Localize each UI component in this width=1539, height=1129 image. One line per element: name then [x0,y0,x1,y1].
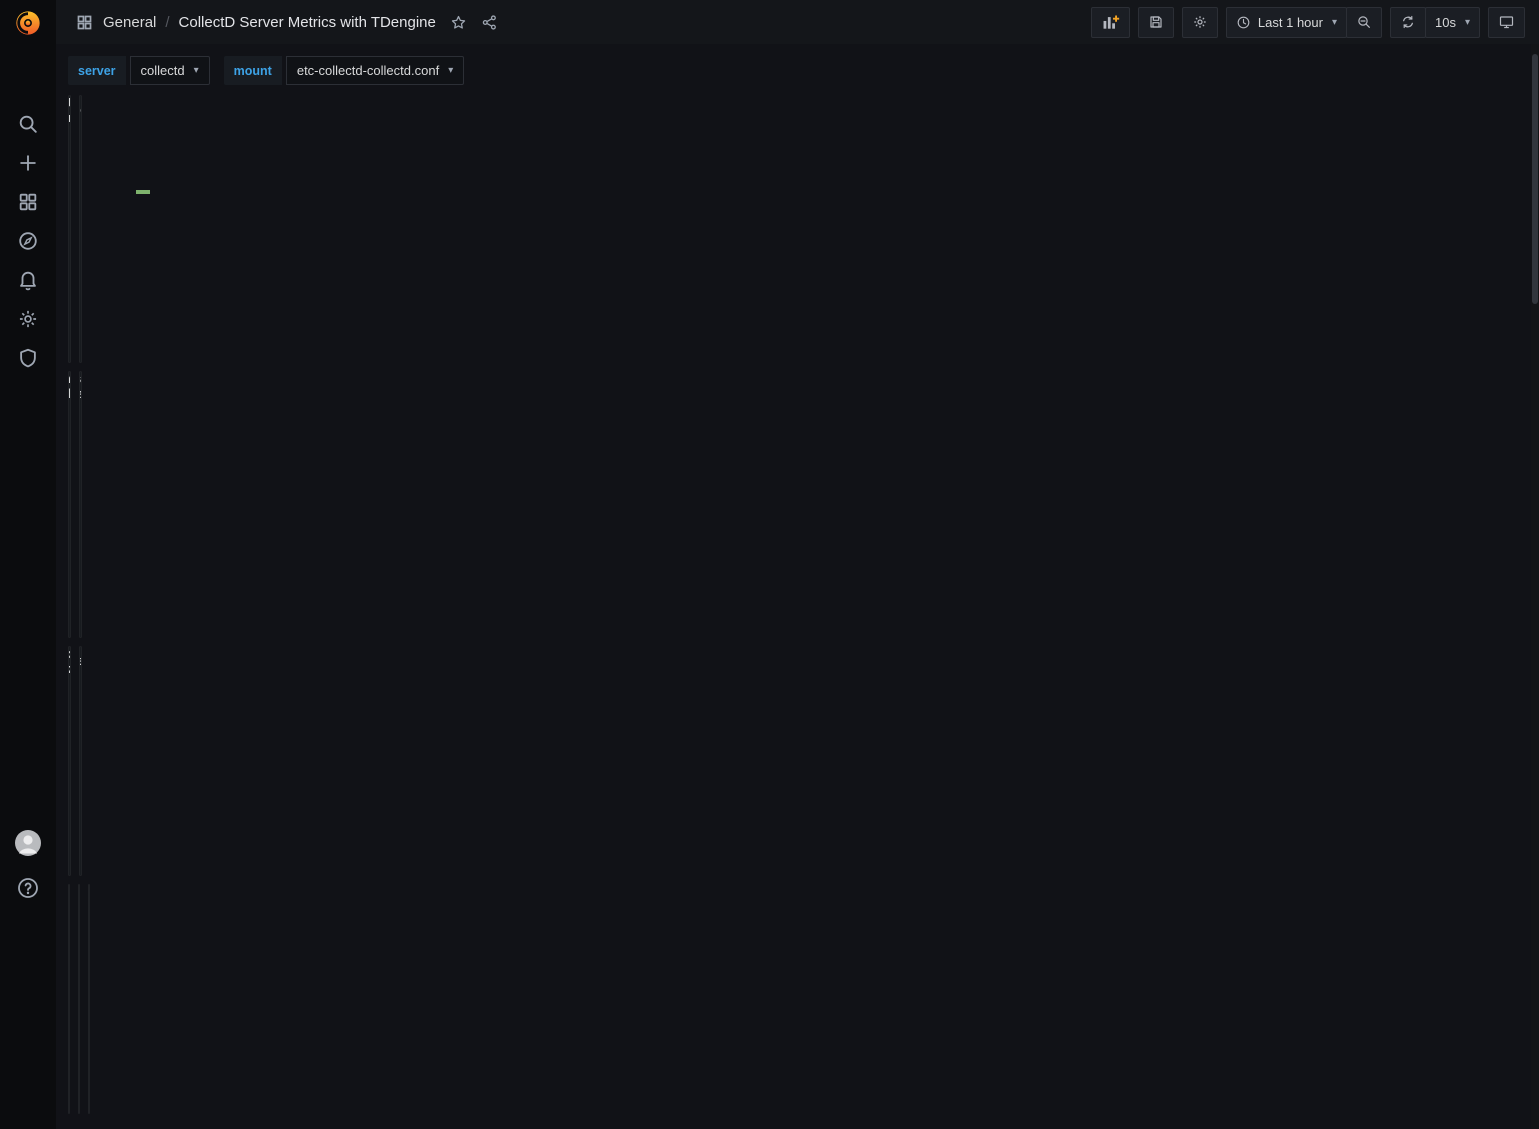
panel-title[interactable]: CPU Average [69,96,70,123]
panel-network-packets: Network Packets/sec avg(value) [88,884,90,1114]
left-sidebar [0,0,56,1129]
panel-processes: Processes fork_rate [79,646,82,876]
help-icon[interactable] [0,875,56,901]
panel-memory-available: Memory Available avgfree344 Mibcached3.6… [68,371,71,638]
template-variables-row: server collectd▾ mount etc-collectd-coll… [68,56,464,85]
panel-title[interactable]: Disk Usage [80,372,81,399]
variable-mount-value[interactable]: etc-collectd-collectd.conf▾ [286,56,464,85]
grafana-logo[interactable] [0,0,56,46]
dashboard-squares-icon [76,14,93,31]
scrollbar-thumb[interactable] [1532,54,1538,304]
top-navbar: General / CollectD Server Metrics with T… [56,0,1539,44]
zoom-out-time-button[interactable] [1346,7,1382,38]
panel-load: Load avgload_02.86load_12.57load_22.38 [79,95,82,363]
panel-process-fork: Process Fork/sec [68,646,71,876]
search-icon[interactable] [0,104,56,143]
time-range-picker[interactable]: Last 1 hour ▾ [1226,7,1347,38]
chevron-down-icon: ▾ [1465,17,1470,28]
variable-mount-label: mount [224,56,282,85]
panel-title[interactable]: Processes [80,647,81,674]
variable-mount: mount etc-collectd-collectd.conf▾ [224,56,465,85]
star-icon[interactable] [450,14,467,31]
panel-title[interactable]: Load [80,96,81,123]
page-scrollbar [1531,44,1539,1129]
variable-server-label: server [68,56,126,85]
variable-server: server collectd▾ [68,56,210,85]
breadcrumb-folder[interactable]: General [103,14,156,31]
refresh-button[interactable] [1390,7,1426,38]
add-panel-button[interactable] [1091,7,1130,38]
create-plus-icon[interactable] [0,143,56,182]
variable-server-value[interactable]: collectd▾ [130,56,210,85]
alerting-bell-icon[interactable] [0,260,56,299]
user-avatar[interactable] [14,829,42,860]
dashboard-settings-button[interactable] [1182,7,1218,38]
panel-disk-usage: Disk Usage avgfree22.7%used77.3% [79,371,82,638]
dashboard-title: CollectD Server Metrics with TDengine [179,14,436,31]
save-dashboard-button[interactable] [1138,7,1174,38]
dashboard-grid: CPU Average avgidle96.2 kHzsystem7.79 kH… [68,95,82,99]
dashboards-icon[interactable] [0,182,56,221]
chevron-down-icon: ▾ [448,65,453,76]
configuration-gear-icon[interactable] [0,299,56,338]
share-icon[interactable] [481,14,498,31]
refresh-interval-picker[interactable]: 10s ▾ [1425,7,1480,38]
breadcrumb-separator: / [165,14,169,31]
panel-network-traffic: Network Traffic/sec value [68,884,70,1114]
panel-title[interactable]: Process Fork/sec [69,647,70,674]
server-admin-shield-icon[interactable] [0,338,56,377]
chevron-down-icon: ▾ [194,65,199,76]
panel-title[interactable]: Memory Available [69,372,70,399]
panel-cpu-average: CPU Average avgidle96.2 kHzsystem7.79 kH… [68,95,71,363]
panel-network-errors: Network Errors/sec avg(value) [78,884,80,1114]
explore-compass-icon[interactable] [0,221,56,260]
chevron-down-icon: ▾ [1332,17,1337,28]
refresh-interval-label: 10s [1435,15,1456,30]
kiosk-mode-button[interactable] [1488,7,1525,38]
time-range-label: Last 1 hour [1258,15,1323,30]
